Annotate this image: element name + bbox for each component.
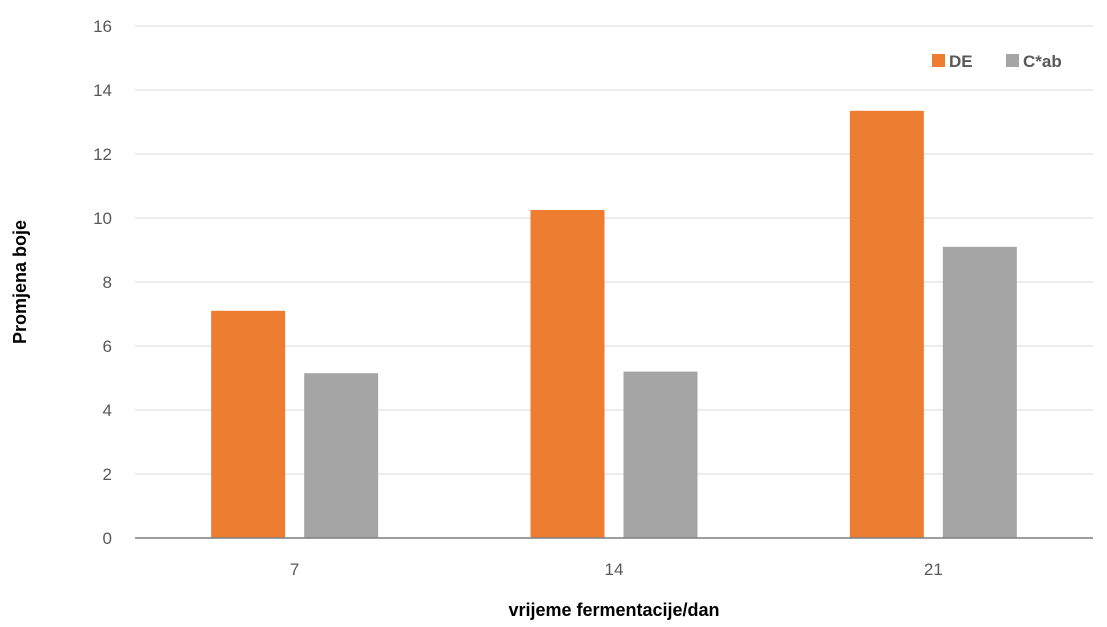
x-tick-label: 7 (290, 560, 299, 579)
legend-swatch (932, 54, 945, 67)
bar-cab-21 (942, 246, 1017, 539)
y-tick-label: 12 (93, 145, 112, 164)
y-tick-label: 6 (103, 337, 112, 356)
y-axis-title: Promjena boje (10, 220, 30, 344)
legend-label: DE (949, 52, 973, 71)
y-tick-label: 10 (93, 209, 112, 228)
y-axis-ticks: 0 2 4 6 8 10 12 14 16 (93, 17, 112, 548)
x-tick-label: 14 (605, 560, 624, 579)
legend-label: C*ab (1023, 52, 1062, 71)
x-tick-label: 21 (924, 560, 943, 579)
y-tick-label: 14 (93, 81, 112, 100)
bar-de-7 (211, 310, 286, 538)
y-tick-label: 8 (103, 273, 112, 292)
y-tick-label: 16 (93, 17, 112, 36)
gridlines (135, 25, 1093, 475)
y-tick-label: 2 (103, 465, 112, 484)
y-tick-label: 4 (103, 401, 112, 420)
legend-swatch (1006, 54, 1019, 67)
bar-de-14 (530, 210, 605, 538)
bar-cab-14 (623, 371, 698, 538)
x-axis-ticks: 7 14 21 (290, 560, 943, 579)
bar-de-21 (849, 110, 924, 539)
x-axis-title: vrijeme fermentacije/dan (508, 600, 719, 620)
bar-cab-7 (304, 373, 379, 538)
legend: DE C*ab (932, 52, 1062, 71)
bars (211, 110, 1017, 539)
y-tick-label: 0 (103, 529, 112, 548)
